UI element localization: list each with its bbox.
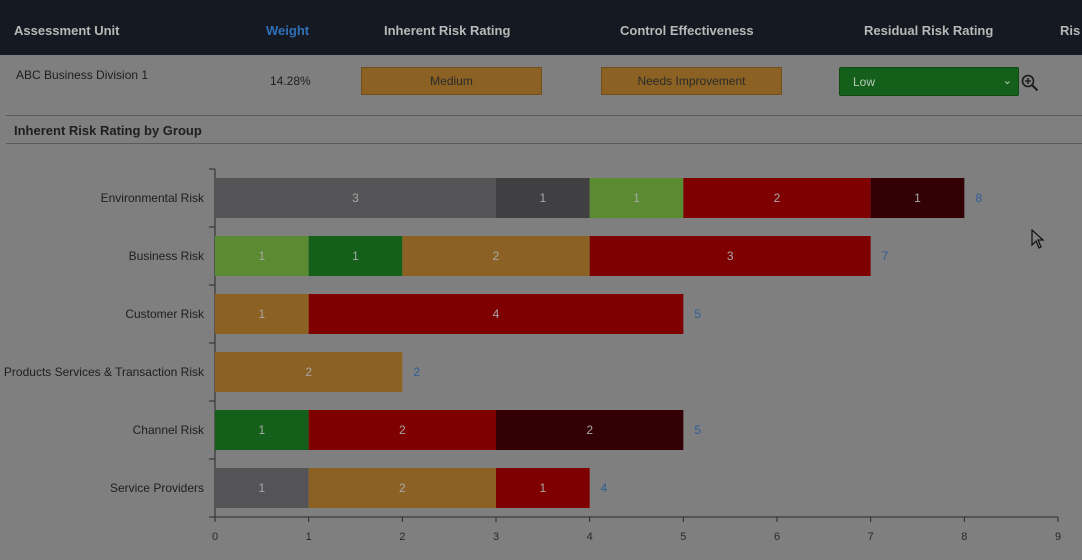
section-divider-bottom (6, 143, 1082, 144)
segment-value-label: 1 (352, 249, 359, 263)
column-inherent-risk-rating[interactable]: Inherent Risk Rating (384, 23, 511, 38)
residual-risk-rating-select[interactable]: Low ⌄ (839, 67, 1019, 96)
x-tick-label: 7 (868, 531, 874, 543)
residual-risk-rating-value: Low (853, 74, 876, 89)
x-tick-label: 6 (774, 531, 780, 543)
segment-value-label: 2 (774, 191, 781, 205)
bar-segment (215, 468, 309, 508)
weight-value: 14.28% (270, 74, 311, 88)
bar-segment (683, 178, 871, 218)
bar-total-label: 5 (694, 307, 701, 321)
segment-value-label: 1 (258, 307, 265, 321)
y-category-label: Business Risk (129, 249, 205, 263)
segment-value-label: 1 (258, 481, 265, 495)
control-effectiveness-badge: Needs Improvement (601, 67, 782, 95)
bar-segment (589, 236, 871, 276)
y-category-label: Customer Risk (125, 307, 205, 321)
inherent-risk-rating-label: Medium (430, 74, 473, 88)
bar-total-label: 2 (413, 365, 420, 379)
segment-value-label: 2 (305, 365, 312, 379)
x-tick-label: 2 (399, 531, 405, 543)
section-title: Inherent Risk Rating by Group (14, 123, 202, 138)
segment-value-label: 2 (586, 423, 593, 437)
bar-segment (308, 468, 496, 508)
x-tick-label: 1 (306, 531, 312, 543)
x-tick-label: 3 (493, 531, 499, 543)
x-tick-label: 9 (1055, 531, 1061, 543)
section-divider-top (6, 115, 1082, 116)
segment-value-label: 1 (539, 191, 546, 205)
bar-segment (870, 178, 965, 218)
segment-value-label: 1 (914, 191, 921, 205)
segment-value-label: 1 (258, 249, 265, 263)
x-tick-label: 0 (212, 531, 218, 543)
y-category-label: Products Services & Transaction Risk (4, 365, 205, 379)
table-row: ABC Business Division 1 14.28% Medium Ne… (0, 55, 1082, 115)
bar-segment (308, 236, 403, 276)
table-header: Assessment Unit Weight Inherent Risk Rat… (0, 0, 1082, 55)
segment-value-label: 1 (633, 191, 640, 205)
chevron-down-icon: ⌄ (1002, 75, 1012, 87)
column-residual-risk-rating[interactable]: Residual Risk Rating (864, 23, 994, 38)
column-assessment-unit[interactable]: Assessment Unit (14, 23, 120, 38)
bar-segment (589, 178, 684, 218)
bar-segment (496, 468, 590, 508)
bar-segment (402, 236, 590, 276)
assessment-unit-name: ABC Business Division 1 (16, 68, 149, 82)
x-tick-label: 8 (961, 531, 967, 543)
bar-segment (215, 178, 496, 218)
inherent-risk-rating-badge: Medium (361, 67, 542, 95)
segment-value-label: 2 (399, 423, 406, 437)
segment-value-label: 1 (258, 423, 265, 437)
y-category-label: Service Providers (110, 481, 204, 495)
bar-segment (215, 294, 309, 334)
bar-segment (215, 352, 403, 392)
column-ris[interactable]: Ris (1060, 23, 1081, 38)
y-category-label: Channel Risk (133, 423, 205, 437)
bar-segment (308, 410, 496, 450)
bar-total-label: 5 (694, 423, 701, 437)
x-tick-label: 5 (680, 531, 686, 543)
y-category-label: Environmental Risk (101, 191, 205, 205)
bar-total-label: 7 (882, 249, 889, 263)
bar-segment (496, 410, 684, 450)
zoom-in-icon[interactable] (1021, 74, 1039, 92)
bar-total-label: 4 (601, 481, 608, 495)
mouse-pointer-icon (1031, 229, 1045, 249)
segment-value-label: 2 (399, 481, 406, 495)
segment-value-label: 2 (493, 249, 500, 263)
segment-value-label: 3 (352, 191, 359, 205)
column-control-effectiveness[interactable]: Control Effectiveness (620, 23, 754, 38)
bar-segment (308, 294, 684, 334)
bar-segment (215, 236, 309, 276)
segment-value-label: 3 (727, 249, 734, 263)
segment-value-label: 1 (539, 481, 546, 495)
column-weight[interactable]: Weight (266, 23, 310, 38)
control-effectiveness-label: Needs Improvement (637, 74, 746, 88)
bar-segment (215, 410, 309, 450)
bar-total-label: 8 (975, 191, 982, 205)
bar-segment (496, 178, 590, 218)
x-tick-label: 4 (587, 531, 593, 543)
segment-value-label: 4 (493, 307, 500, 321)
